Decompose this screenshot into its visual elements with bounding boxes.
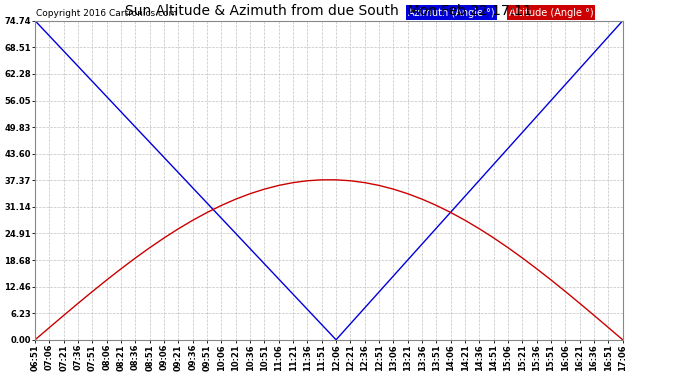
Text: Azimuth (Angle °): Azimuth (Angle °)	[408, 8, 495, 18]
Title: Sun Altitude & Azimuth from due South  Mon Feb 22 17:11: Sun Altitude & Azimuth from due South Mo…	[126, 4, 533, 18]
Text: Copyright 2016 Cartronics.com: Copyright 2016 Cartronics.com	[37, 9, 177, 18]
Text: Altitude (Angle °): Altitude (Angle °)	[509, 8, 593, 18]
